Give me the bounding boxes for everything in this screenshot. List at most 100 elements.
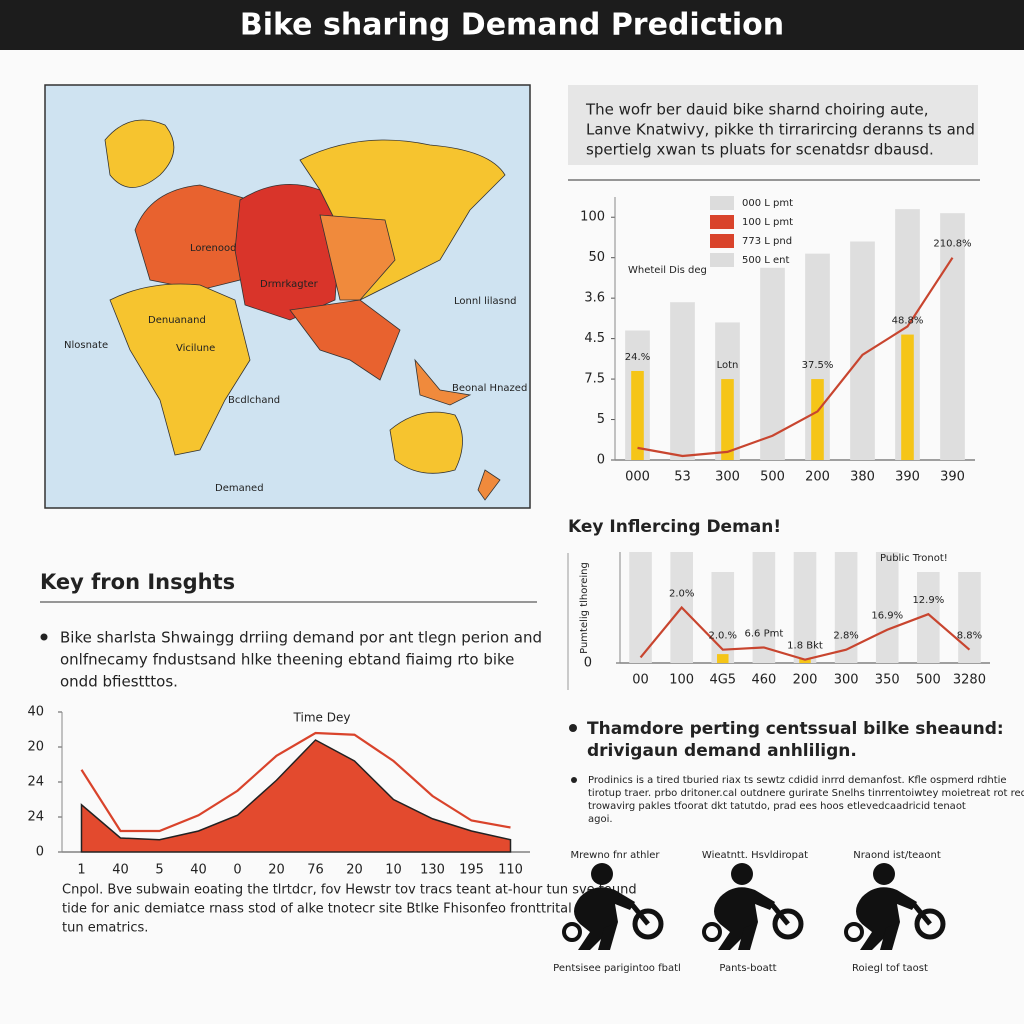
map-label: Vicilune [176, 343, 215, 354]
description-box [568, 85, 978, 165]
cyclist-icon [704, 863, 801, 950]
x-tick-label: 195 [459, 863, 484, 878]
line [80, 731, 511, 833]
description-line: spertielg xwan ts pluats for scenatdsr d… [586, 141, 934, 159]
x-tick-label: 500 [916, 673, 941, 688]
map-label: Denuanand [148, 315, 206, 326]
bullet [569, 724, 577, 732]
x-tick-label: 10 [385, 863, 402, 878]
bar [670, 302, 695, 460]
line [639, 605, 971, 661]
y-axis-label: Pumtelig tlhoreing [579, 562, 590, 654]
y-tick-label: 5 [597, 412, 605, 427]
legend-swatch [710, 215, 734, 229]
y-tick-label: 24 [27, 810, 44, 825]
legend-swatch [710, 196, 734, 210]
area [80, 739, 512, 853]
x-tick-label: 3280 [953, 673, 986, 688]
y-tick-label: 24 [27, 775, 44, 790]
x-tick-label: 300 [715, 470, 740, 485]
legend-swatch [710, 234, 734, 248]
chart-title: Time Dey [293, 711, 351, 725]
x-tick-label: 500 [760, 470, 785, 485]
page-title: Bike sharing Demand Prediction [240, 8, 784, 43]
bullet [571, 777, 577, 783]
icon-caption: Mrewno fnr athler [570, 850, 660, 861]
factors-heading: drivigaun demand anhlilign. [587, 741, 857, 761]
bar [793, 552, 817, 663]
factors-line: trowavirg pakles tfoorat dkt tatutdo, pr… [588, 801, 966, 812]
x-tick-label: 300 [834, 673, 859, 688]
legend-label: 500 L ent [742, 255, 790, 266]
x-tick-label: 1 [77, 863, 85, 878]
footer-line: Cnpol. Bve subwain eoating the tlrtdcr, … [62, 883, 637, 898]
bar [711, 571, 735, 663]
header-bar [0, 0, 1024, 50]
x-tick-label: 0 [233, 863, 241, 878]
y-tick-label: 50 [588, 250, 605, 265]
data-annotation: 2.0.% [708, 631, 737, 642]
bar [850, 241, 875, 460]
data-annotation: 2.0% [669, 589, 694, 600]
factors-line: agoi. [588, 814, 613, 825]
map-label: Lorenood [190, 243, 236, 254]
footer-line: tun ematrics. [62, 921, 148, 936]
bullet [40, 633, 48, 641]
x-tick-label: 5 [155, 863, 163, 878]
x-tick-label: 200 [793, 673, 818, 688]
insight-line: onlfnecamy fndustsand hlke theening ebta… [60, 651, 514, 669]
data-annotation: 16.9% [871, 611, 903, 622]
bar [834, 552, 858, 663]
description-line: The wofr ber dauid bike sharnd choiring … [585, 101, 929, 119]
bar [631, 370, 644, 460]
cyclist-icon [564, 863, 661, 950]
x-tick-label: 380 [850, 470, 875, 485]
map-label: Beonal Hnazed [452, 383, 527, 394]
chart-title: Key Inflercing Deman! [568, 517, 781, 537]
x-tick-label: 53 [674, 470, 691, 485]
bar [917, 571, 940, 663]
data-annotation: 1.8 Bkt [787, 641, 823, 652]
data-annotation: 48.8% [892, 316, 924, 327]
legend-label: 100 L pmt [742, 217, 793, 228]
x-tick-label: 20 [268, 863, 285, 878]
insight-line: ondd bfiestttos. [60, 673, 178, 691]
south-asia [289, 299, 401, 381]
data-annotation: 37.5% [802, 360, 834, 371]
data-annotation: Lotn [717, 360, 739, 371]
y-tick-label: 4.5 [584, 331, 605, 346]
chart-subtitle: Wheteil Dis deg [628, 265, 707, 276]
x-tick-label: 390 [895, 470, 920, 485]
x-tick-label: 110 [498, 863, 523, 878]
y-tick-label: 0 [36, 845, 44, 860]
new-zealand [477, 469, 501, 501]
bar [629, 552, 652, 663]
europe [134, 184, 261, 291]
insight-line: Bike sharlsta Shwaingg drriing demand po… [60, 629, 542, 647]
description-line: Lanve Knatwivy, pikke th tirrarircing de… [586, 121, 975, 139]
data-annotation: 8.8% [957, 631, 982, 642]
bar [721, 379, 734, 460]
world-map: Lorenood Drmrkagter Denuanand Nlosnate V… [44, 84, 531, 509]
icon-caption: Wieatntt. Hsvldiropat [702, 850, 808, 861]
map-label: Nlosnate [64, 340, 108, 351]
bar [901, 334, 914, 460]
map-label: Bcdlchand [228, 395, 280, 406]
bar [940, 213, 965, 460]
x-tick-label: 130 [420, 863, 445, 878]
data-annotation: 6.6 Pmt [744, 628, 783, 639]
legend-label: 773 L pnd [742, 236, 792, 247]
central-region [234, 184, 341, 321]
x-tick-label: 100 [669, 673, 694, 688]
x-tick-label: 390 [940, 470, 965, 485]
factors-line: tirotup traer. prbo dritoner.cal outdner… [588, 788, 1024, 799]
icon-caption: Roiegl tof taost [852, 963, 928, 974]
bar [811, 379, 824, 460]
y-tick-label: 7.5 [584, 372, 605, 387]
y-tick-label: 0 [584, 656, 592, 671]
australia [389, 411, 463, 474]
factors-heading: Thamdore perting centssual bilke sheaund… [587, 719, 1004, 739]
map-label: Drmrkagter [260, 279, 319, 290]
